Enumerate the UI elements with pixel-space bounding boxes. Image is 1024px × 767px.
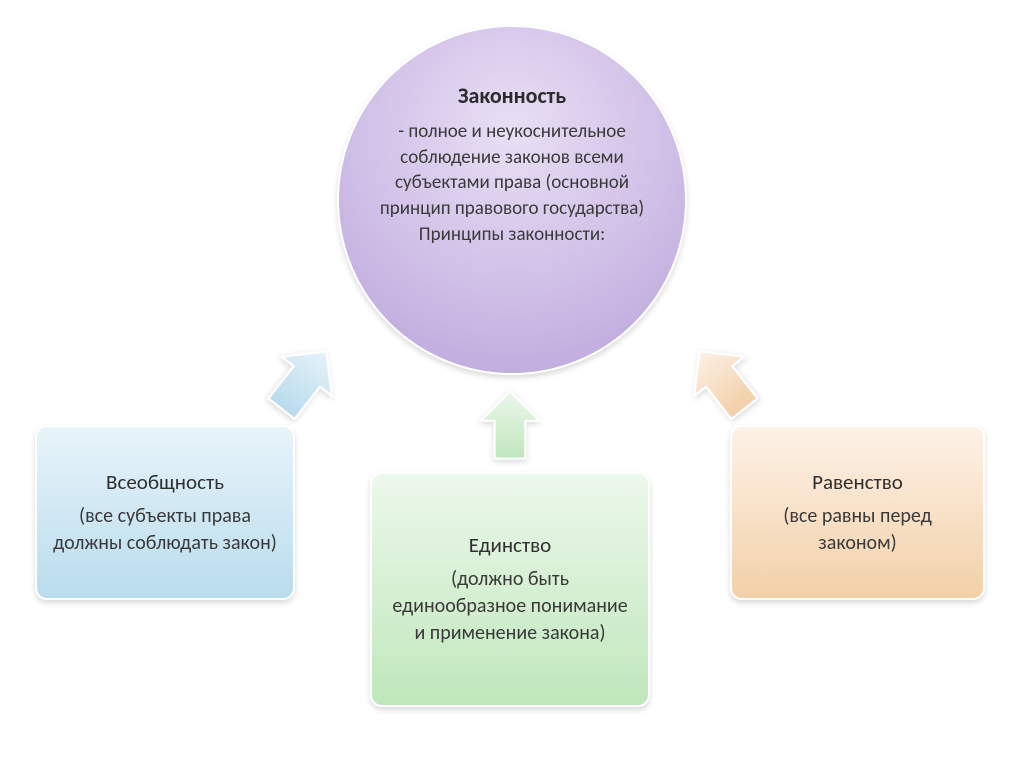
- unity-arrow-icon: [475, 380, 545, 470]
- center-concept-circle: Законность - полное и неукоснительное со…: [337, 25, 687, 375]
- center-title: Законность: [458, 82, 566, 109]
- unity-title: Единство: [469, 532, 551, 558]
- universality-arrow-icon: [248, 324, 360, 437]
- equality-box: Равенство (все равны перед законом): [730, 425, 985, 600]
- universality-body: (все субъекты права должны соблюдать зак…: [53, 503, 277, 557]
- unity-body: (должно быть единообразное понимание и п…: [388, 566, 632, 647]
- center-body: - полное и неукоснительное соблюдение за…: [369, 119, 655, 247]
- unity-box: Единство (должно быть единообразное поним…: [370, 472, 650, 707]
- equality-body: (все равны перед законом): [748, 503, 967, 557]
- equality-arrow-icon: [666, 324, 778, 437]
- universality-title: Всеобщность: [106, 469, 224, 495]
- equality-title: Равенство: [812, 469, 903, 495]
- universality-box: Всеобщность (все субъекты права должны со…: [35, 425, 295, 600]
